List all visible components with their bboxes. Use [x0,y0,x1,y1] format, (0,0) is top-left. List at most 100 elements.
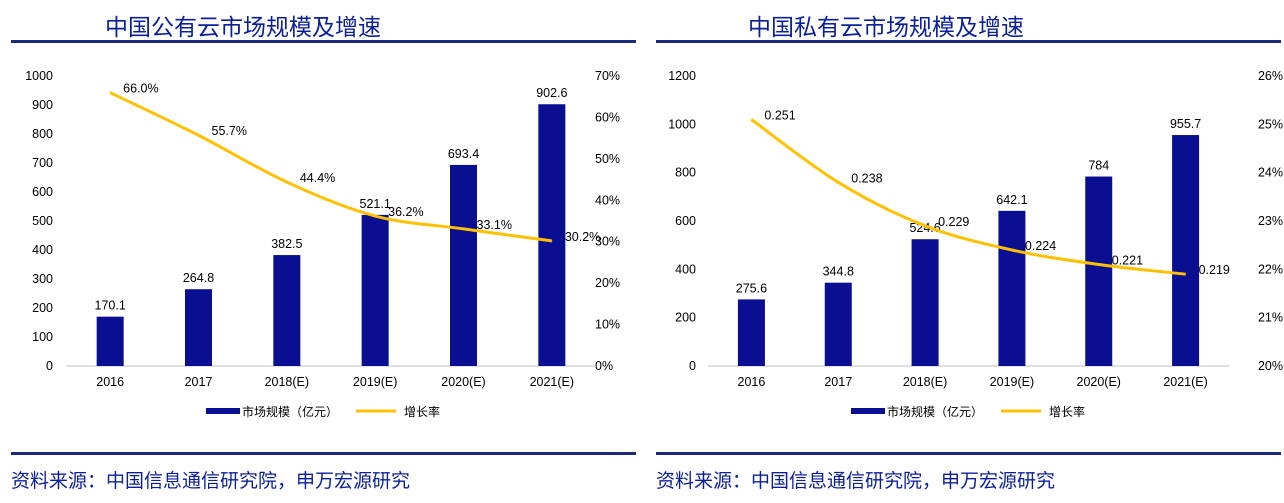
growth-rate-label: 36.2% [388,205,423,219]
growth-rate-line [750,118,1186,276]
growth-rate-point [286,181,288,183]
right-axis-tick-label: 50% [595,152,620,166]
bar-value-label: 344.8 [823,265,854,279]
x-axis-tick-label: 2017 [824,375,852,389]
growth-rate-label: 0.229 [938,215,969,229]
x-axis-tick-label: 2020(E) [1077,375,1121,389]
growth-rate-point [1185,273,1187,275]
bar-value-label: 275.6 [736,281,767,295]
growth-rate-point [463,228,464,230]
growth-rate-label: 55.7% [212,124,247,138]
bar-value-label: 784 [1088,159,1109,173]
x-axis-tick-label: 2019(E) [353,375,397,389]
growth-rate-label: 66.0% [123,82,158,96]
left-axis-tick-label: 100 [32,330,53,344]
right-axis-tick-label: 25% [1258,117,1283,131]
growth-rate-point [750,119,752,120]
growth-rate-point [551,240,553,242]
bar-value-label: 902.6 [536,86,567,100]
bar-value-label: 170.1 [95,299,126,313]
left-axis-tick-label: 900 [32,98,53,112]
x-axis-tick-label: 2018(E) [265,375,309,389]
growth-rate-label: 0.238 [851,171,882,185]
legend-line-label: 增长率 [1049,404,1085,419]
public-cloud-chart: 0 100 200 300 400 500 600 700 800 900 1000 0% 10% 20%… [25,69,620,419]
source-note: 资料来源：中国信息通信研究院，申万宏源研究 [11,470,411,492]
x-axis-tick-label: 2016 [738,375,766,389]
legend-bar-label: 市场规模（亿元） [887,404,983,419]
title-rule [11,40,636,43]
x-axis-tick-label: 2021(E) [1163,375,1207,389]
left-axis-tick-label: 800 [675,166,696,180]
bar-2016 [96,316,124,366]
x-axis-tick-label: 2018(E) [903,375,947,389]
left-axis-tick-label: 300 [32,272,53,286]
private-cloud-chart: 0 200 400 600 800 1000 1200 20% 21% 22% 23% 24% 25% 2… [668,69,1283,419]
left-axis-tick-label: 400 [32,243,53,257]
growth-rate-point [374,215,376,217]
growth-rate-label: 0.219 [1199,263,1230,277]
growth-rate-point [1011,249,1013,251]
x-axis-tick-label: 2017 [185,375,213,389]
growth-rate-line [109,91,553,243]
growth-rate-label: 30.2% [565,230,600,244]
right-axis-tick-label: 10% [595,318,620,332]
source-rule [11,452,636,455]
left-axis-tick-label: 200 [32,301,53,315]
right-axis-tick-label: 20% [1258,359,1283,373]
panel-title: 中国公有云市场规模及增速 [105,15,381,41]
legend-bar-label: 市场规模（亿元） [242,404,338,419]
bar-2021(E) [538,104,566,366]
bar-value-label: 642.1 [996,193,1027,207]
bar-2018(E) [911,239,939,366]
growth-rate-label: 0.224 [1025,239,1056,253]
right-axis-tick-label: 30% [595,235,620,249]
right-axis-tick-label: 20% [595,276,620,290]
bar-2019(E) [361,214,389,366]
legend-bar-swatch [206,408,240,414]
left-axis-tick-label: 1200 [668,69,696,83]
bar-2018(E) [273,255,301,366]
right-axis-tick-label: 40% [595,193,620,207]
left-axis-tick-label: 1000 [25,69,53,83]
growth-rate-point [1098,264,1100,265]
growth-rate-point [924,225,926,227]
right-axis-tick-label: 21% [1258,311,1283,325]
bar-value-label: 382.5 [271,237,302,251]
right-axis-tick-label: 0% [595,359,613,373]
bar-2016 [737,299,765,366]
legend-bar-swatch [851,408,885,414]
right-axis-tick-label: 70% [595,69,620,83]
legend-line-label: 增长率 [404,404,440,419]
x-axis-tick-label: 2019(E) [990,375,1034,389]
bar-2020(E) [450,164,477,366]
bar-value-label: 524.6 [909,221,940,235]
source-rule [656,452,1281,455]
title-rule [656,40,1281,43]
right-axis-tick-label: 24% [1258,166,1283,180]
growth-rate-label: 44.4% [300,171,335,185]
left-axis-tick-label: 800 [32,127,53,141]
growth-rate-label: 0.221 [1112,254,1143,268]
left-axis-tick-label: 500 [32,214,53,228]
growth-rate-label: 33.1% [477,218,512,232]
bar-2017 [185,289,212,366]
bar-2019(E) [998,210,1026,366]
left-axis-tick-label: 600 [32,185,53,199]
bar-2021(E) [1172,135,1200,366]
left-axis-tick-label: 1000 [668,117,696,131]
left-axis-tick-label: 0 [46,359,53,373]
right-axis-tick-label: 26% [1258,69,1283,83]
panel-title: 中国私有云市场规模及增速 [748,15,1024,41]
right-axis-tick-label: 60% [595,110,620,124]
private-cloud-panel: 中国私有云市场规模及增速 0 200 400 600 800 1000 1200 20% 21%… [656,0,1283,503]
source-note: 资料来源：中国信息通信研究院，申万宏源研究 [656,470,1056,492]
bar-value-label: 955.7 [1170,117,1201,131]
x-axis-tick-label: 2021(E) [530,375,574,389]
growth-rate-point [198,134,199,136]
x-axis-tick-label: 2020(E) [441,375,485,389]
growth-rate-point [109,92,111,94]
left-axis-tick-label: 0 [689,359,696,373]
left-axis-tick-label: 600 [675,214,696,228]
right-axis-tick-label: 23% [1258,214,1283,228]
